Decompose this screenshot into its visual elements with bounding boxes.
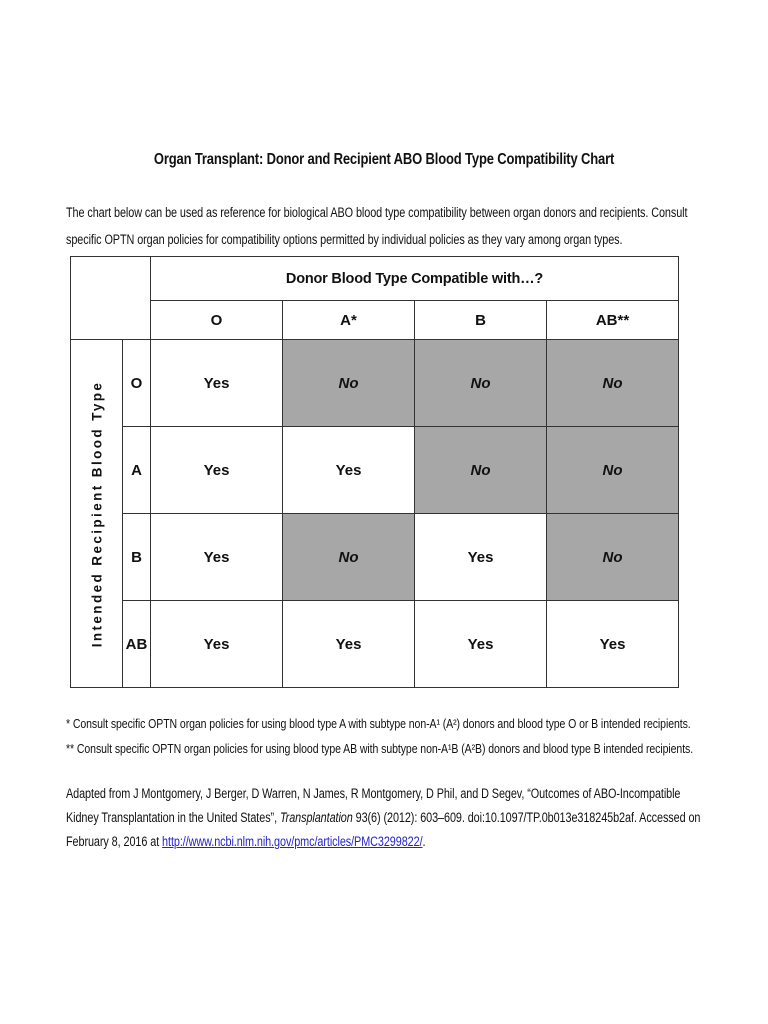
citation-prefix: Adapted from J Montgomery, J Berger, D W…: [66, 786, 681, 825]
compatibility-cell: Yes: [150, 600, 283, 688]
citation-journal: Transplantation: [279, 810, 353, 825]
intro-paragraph: The chart below can be used as reference…: [66, 205, 688, 248]
compatibility-cell: No: [282, 339, 415, 427]
compatibility-cell: No: [546, 339, 679, 427]
citation-suffix: .: [422, 834, 426, 849]
compatibility-cell: No: [414, 339, 547, 427]
compatibility-cell: Yes: [150, 513, 283, 601]
donor-column-A: A*: [282, 300, 415, 340]
compatibility-cell: Yes: [282, 600, 415, 688]
donor-column-AB: AB**: [546, 300, 679, 340]
compatibility-cell: Yes: [282, 426, 415, 514]
footnote-ab-subtype: ** Consult specific OPTN organ policies …: [66, 740, 694, 756]
footnote-a-subtype: * Consult specific OPTN organ policies f…: [66, 716, 691, 731]
recipient-row-O: O: [122, 339, 151, 427]
recipient-row-AB: AB: [122, 600, 151, 688]
table-row: A Yes Yes No No: [71, 426, 679, 514]
donor-axis-header: Donor Blood Type Compatible with…?: [150, 256, 679, 301]
compatibility-cell: Yes: [150, 339, 283, 427]
compatibility-table-container: Donor Blood Type Compatible with…? O A* …: [70, 256, 679, 688]
recipient-row-B: B: [122, 513, 151, 601]
recipient-axis-label-cell: Intended Recipient Blood Type: [70, 339, 123, 688]
table-row: AB Yes Yes Yes Yes: [71, 600, 679, 688]
recipient-axis-label: Intended Recipient Blood Type: [89, 380, 104, 647]
donor-column-O: O: [150, 300, 283, 340]
compatibility-cell: Yes: [150, 426, 283, 514]
compatibility-cell: Yes: [546, 600, 679, 688]
compatibility-cell: Yes: [414, 600, 547, 688]
compatibility-cell: No: [546, 513, 679, 601]
compatibility-cell: No: [546, 426, 679, 514]
citation-middle: 93(6) (2012): 603–609. doi:10.1097/TP.0b…: [66, 810, 701, 849]
compatibility-cell: No: [282, 513, 415, 601]
footnotes: * Consult specific OPTN organ policies f…: [66, 712, 714, 761]
table-row: Intended Recipient Blood Type O Yes No N…: [70, 339, 679, 688]
page-title: Organ Transplant: Donor and Recipient AB…: [153, 151, 615, 169]
compatibility-cell: No: [414, 426, 547, 514]
citation-text: Adapted from J Montgomery, J Berger, D W…: [66, 782, 714, 854]
compatibility-table: Donor Blood Type Compatible with…? O A* …: [70, 256, 679, 688]
citation: Adapted from J Montgomery, J Berger, D W…: [66, 782, 714, 854]
citation-link[interactable]: http://www.ncbi.nlm.nih.gov/pmc/articles…: [162, 834, 423, 849]
compatibility-cell: Yes: [414, 513, 547, 601]
recipient-row-A: A: [122, 426, 151, 514]
donor-column-B: B: [414, 300, 547, 340]
table-corner-cell: [70, 256, 151, 340]
table-row: B Yes No Yes No: [71, 513, 679, 601]
